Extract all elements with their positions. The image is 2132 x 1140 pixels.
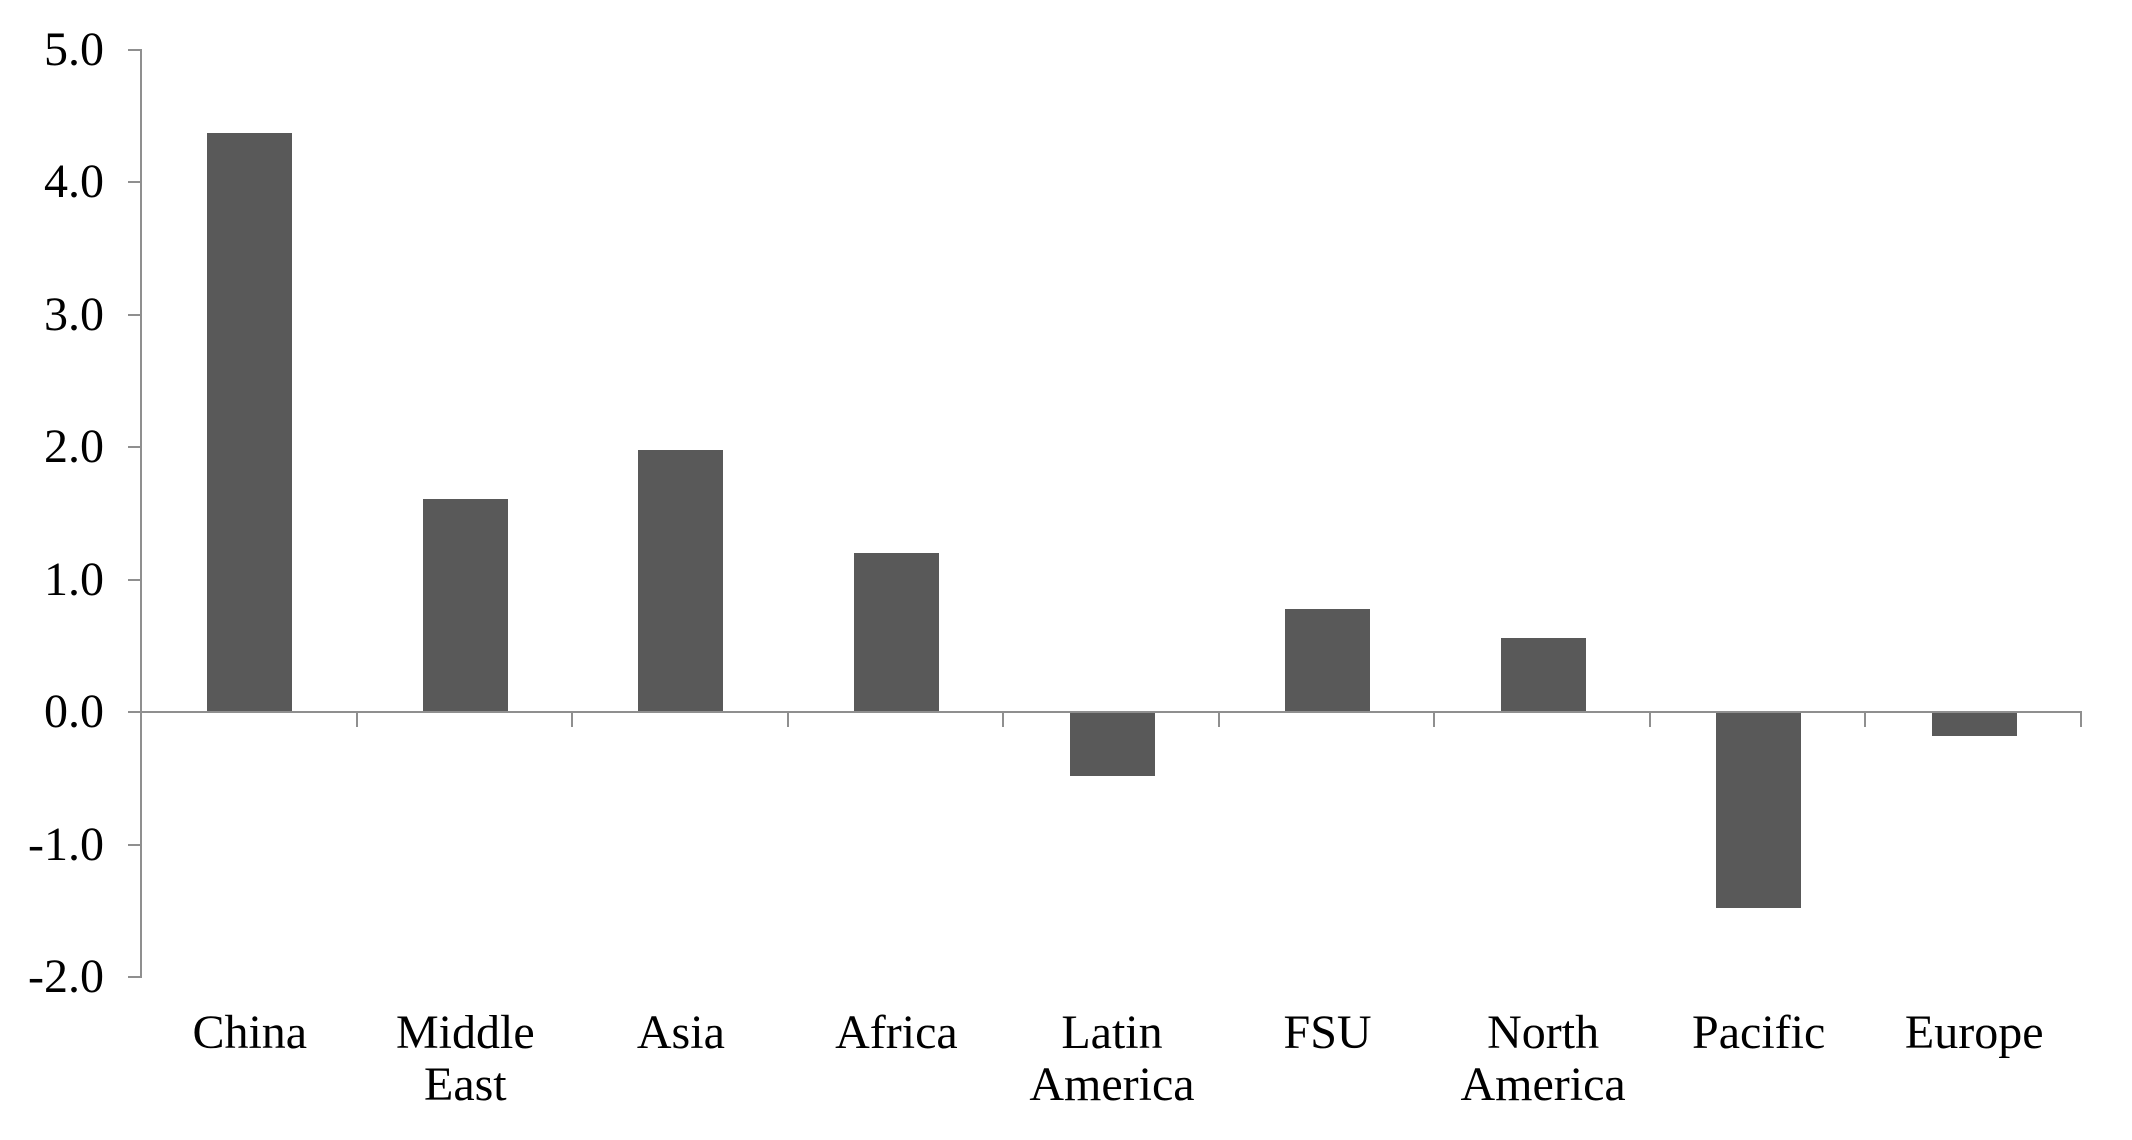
x-tick-label: Asia	[636, 1006, 725, 1059]
y-tick	[128, 49, 142, 51]
bar-asia	[638, 449, 724, 713]
bar-africa	[853, 553, 939, 713]
x-tick	[355, 713, 358, 728]
y-tick	[128, 711, 142, 714]
bar-china	[207, 133, 293, 713]
y-tick-label: 2.0	[44, 420, 104, 474]
x-tick-label: Latin America	[1029, 1006, 1195, 1111]
x-tick-label: China	[192, 1006, 308, 1059]
bar-latin-america	[1069, 712, 1155, 776]
x-tick-label: Europe	[1904, 1006, 2044, 1059]
x-tick	[1002, 713, 1005, 728]
bar-north-america	[1500, 637, 1586, 713]
x-tick	[1864, 713, 1867, 728]
x-tick	[571, 713, 574, 728]
y-tick-label: -1.0	[28, 817, 104, 871]
x-tick	[1433, 713, 1436, 728]
y-tick	[128, 578, 142, 581]
y-tick-label: 0.0	[44, 685, 104, 739]
y-axis-line	[140, 50, 142, 977]
bar-europe	[1931, 712, 2017, 736]
x-tick	[786, 713, 789, 728]
y-tick-label: 1.0	[44, 552, 104, 606]
y-tick-label: 5.0	[44, 23, 104, 76]
x-tick-label: Africa	[835, 1006, 958, 1059]
x-tick-label: Middle East	[395, 1006, 535, 1111]
x-tick	[1648, 713, 1651, 728]
y-tick-label: 4.0	[44, 155, 104, 209]
y-tick	[128, 181, 142, 184]
x-tick-label: North America	[1460, 1006, 1626, 1111]
y-tick-label: 3.0	[44, 287, 104, 341]
bar-middle-east	[422, 498, 508, 713]
x-tick-label: FSU	[1283, 1006, 1372, 1059]
x-tick	[140, 713, 142, 728]
y-tick	[128, 313, 142, 316]
bar-pacific	[1716, 712, 1802, 909]
bar-fsu	[1285, 608, 1371, 713]
x-tick-label: Pacific	[1692, 1006, 1826, 1059]
y-tick	[128, 843, 142, 846]
y-tick-label: -2.0	[28, 950, 104, 1003]
y-tick	[128, 446, 142, 449]
x-tick	[2080, 713, 2082, 728]
y-tick	[128, 976, 142, 978]
x-tick	[1217, 713, 1220, 728]
x-axis-line	[140, 711, 2082, 714]
